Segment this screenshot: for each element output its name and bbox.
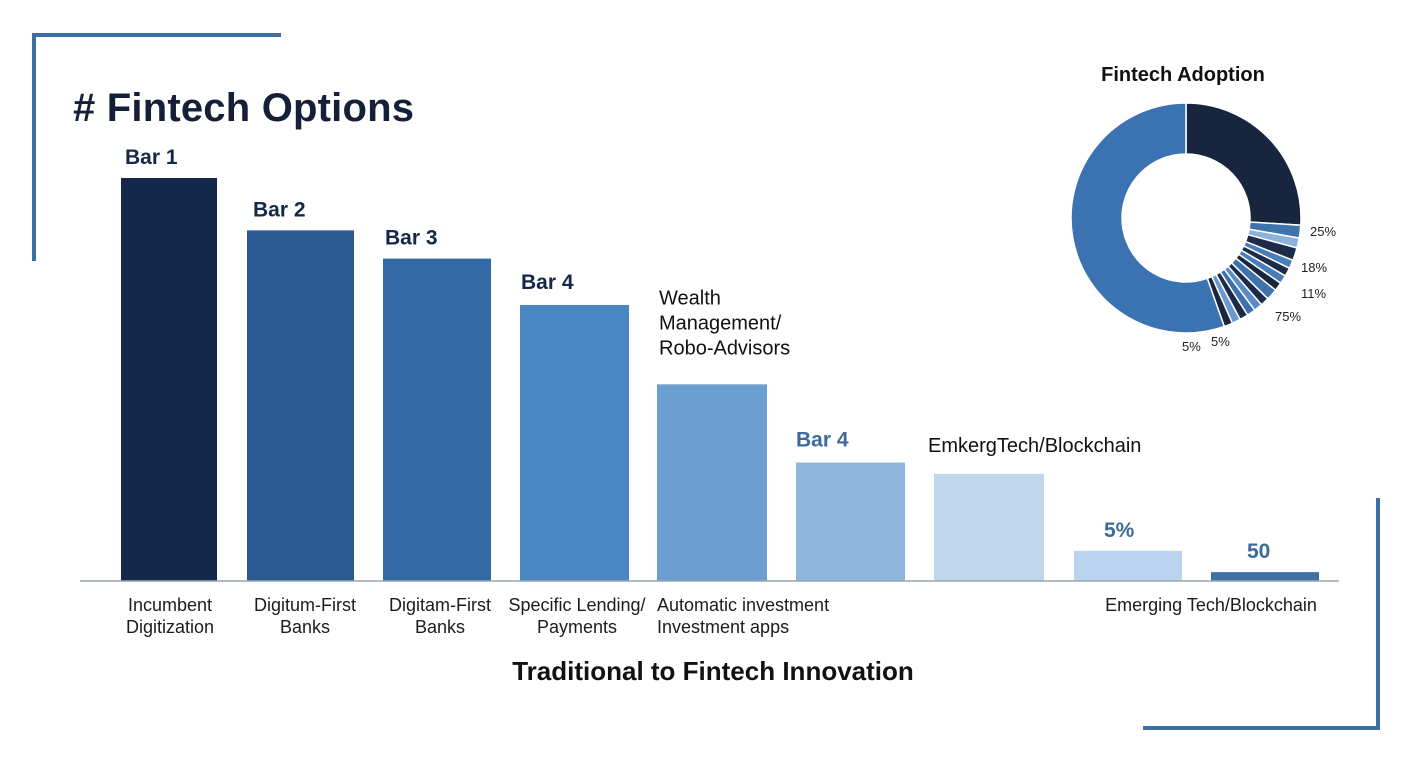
category-label-1: Incumbent Digitization [126,595,214,637]
frame-corner-bottom-right-vertical [1376,498,1380,730]
donut-label-3: 11% [1301,286,1326,301]
frame-corner-top-left-vertical [32,33,36,261]
bar-label-1: Bar 1 [125,146,178,169]
category-label-4: Specific Lending/Payments [508,595,645,637]
bar-1 [121,178,217,581]
category-label-2: Digitum-First Banks [254,595,356,637]
category-label-9: Emerging Tech/Blockchain [1105,595,1317,615]
bar-label-7: EmkergTech/Blockchain [928,435,1141,457]
donut-labels: 25% 18% 11%75% 5% 5% [1182,224,1336,354]
category-label-3: Digitam-First Banks [389,595,491,637]
bar-7 [934,473,1044,581]
bar-label-5: Wealth Management/Robo-Advisors [659,287,790,359]
donut-label-5: 5% [1182,339,1201,354]
donut-slice-1 [1185,102,1302,227]
page-title: # Fintech Options [73,86,415,130]
donut-chart: Fintech Adoption 25% 18% 11%75% 5% 5% [1070,64,1336,354]
bar-2 [247,230,354,581]
bar-5 [657,384,767,581]
bars-layer: Bar 1 Incumbent Digitization Bar 2 Digitum-F… [121,146,1319,637]
bar-label-4: Bar 4 [521,271,574,294]
bar-4 [520,304,629,581]
donut-title: Fintech Adoption [1101,64,1265,86]
frame-corner-top-left-horizontal [32,33,281,37]
bar-label-9: 50 [1247,540,1270,563]
bar-label-8: 5% [1104,519,1135,542]
bar-label-2: Bar 2 [253,198,306,221]
x-axis-title: Traditional to Fintech Innovation [512,656,914,686]
bar-8 [1074,550,1182,581]
donut-label-6: 5% [1211,334,1230,349]
bar-3 [383,258,491,581]
donut-label-4: 75% [1275,309,1301,324]
frame-corner-bottom-right-horizontal [1143,726,1380,730]
category-label-5: Automatic investment Investment apps [657,595,829,637]
donut-slices [1070,102,1302,334]
donut-label-1: 25% [1310,224,1336,239]
bar-label-3: Bar 3 [385,227,438,250]
bar-label-6: Bar 4 [796,429,849,452]
donut-label-2: 18% [1301,260,1327,275]
donut-slice-16 [1070,102,1226,334]
bar-9 [1211,572,1319,581]
bar-6 [796,462,905,581]
